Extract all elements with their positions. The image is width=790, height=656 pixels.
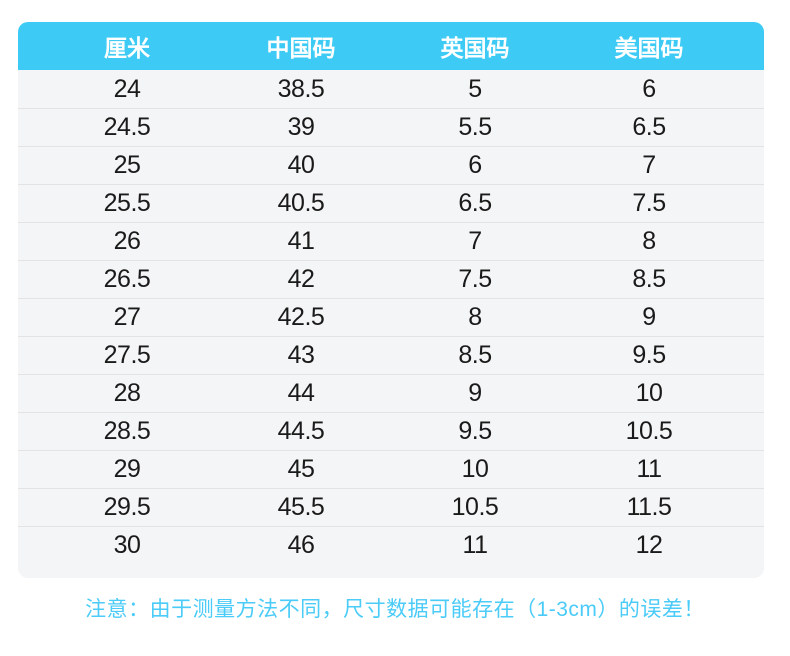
table-cell: 8 (642, 227, 656, 255)
table-cell: 8.5 (632, 265, 666, 293)
table-cell: 24 (113, 74, 141, 103)
table-cell: 7 (468, 227, 482, 255)
table-header-row: 厘米 中国码 英国码 美国码 (18, 22, 764, 70)
table-cell: 28.5 (103, 417, 151, 445)
table-cell: 5 (468, 74, 482, 103)
table-cell: 42 (287, 265, 315, 293)
column-header-china-size: 中国码 (266, 35, 336, 61)
table-row: 29.5 45.5 10.5 11.5 (18, 488, 764, 526)
table-row: 26.5 42 7.5 8.5 (18, 260, 764, 298)
table-cell: 46 (287, 531, 315, 559)
table-cell: 10.5 (625, 417, 673, 445)
table-cell: 7 (642, 151, 656, 179)
table-row: 29 45 10 11 (18, 450, 764, 488)
table-cell: 27.5 (103, 341, 151, 369)
size-note-text: 注意：由于测量方法不同，尺寸数据可能存在（1-3cm）的误差！ (85, 598, 705, 621)
table-cell: 12 (635, 531, 663, 559)
table-cell: 26.5 (103, 265, 151, 293)
table-cell: 5.5 (458, 113, 492, 141)
table-cell: 11 (636, 455, 662, 483)
table-cell: 11.5 (626, 493, 672, 521)
table-row: 24 38.5 5 6 (18, 70, 764, 108)
table-row: 30 46 11 12 (18, 526, 764, 564)
table-row: 25 40 6 7 (18, 146, 764, 184)
table-body: 24 38.5 5 6 24.5 39 5.5 6.5 25 40 6 7 25.5 40.5 6.5 7.5… (18, 70, 764, 564)
table-cell: 9 (642, 303, 656, 331)
table-cell: 9.5 (632, 341, 666, 369)
table-cell: 41 (287, 227, 315, 255)
table-cell: 43 (287, 341, 315, 369)
table-row: 28.5 44.5 9.5 10.5 (18, 412, 764, 450)
size-conversion-table: 厘米 中国码 英国码 美国码 24 38.5 5 6 24.5 39 5.5 6.5 25 40 6… (18, 22, 764, 578)
table-cell: 10 (635, 379, 663, 407)
table-row: 24.5 39 5.5 6.5 (18, 108, 764, 146)
table-row: 26 41 7 8 (18, 222, 764, 260)
table-cell: 26 (113, 227, 141, 255)
table-cell: 25.5 (103, 189, 151, 217)
table-cell: 10 (461, 455, 489, 483)
table-cell: 44 (287, 379, 315, 407)
table-cell: 9 (468, 379, 482, 407)
table-row: 25.5 40.5 6.5 7.5 (18, 184, 764, 222)
column-header-uk-size: 英国码 (440, 35, 510, 61)
table-cell: 30 (113, 531, 141, 559)
table-row: 28 44 9 10 (18, 374, 764, 412)
table-cell: 25 (113, 151, 141, 179)
table-cell: 27 (113, 303, 141, 331)
table-cell: 8.5 (458, 341, 492, 369)
table-cell: 45 (287, 455, 315, 483)
table-cell: 38.5 (277, 74, 325, 103)
table-cell: 44.5 (277, 417, 325, 445)
table-cell: 6 (468, 151, 482, 179)
column-header-cm: 厘米 (104, 35, 150, 61)
table-cell: 11 (462, 531, 488, 559)
table-row: 27.5 43 8.5 9.5 (18, 336, 764, 374)
table-cell: 8 (468, 303, 482, 331)
table-cell: 6.5 (632, 113, 666, 141)
table-cell: 42.5 (277, 303, 325, 331)
table-cell: 45.5 (277, 493, 325, 521)
table-cell: 6 (642, 74, 656, 103)
table-cell: 29 (113, 455, 141, 483)
table-cell: 29.5 (103, 493, 151, 521)
table-cell: 39 (287, 113, 315, 141)
table-cell: 9.5 (458, 417, 492, 445)
table-cell: 24.5 (103, 113, 151, 141)
table-cell: 6.5 (458, 189, 492, 217)
table-cell: 7.5 (632, 189, 666, 217)
table-cell: 28 (113, 379, 141, 407)
table-cell: 7.5 (458, 265, 492, 293)
table-cell: 10.5 (451, 493, 499, 521)
table-cell: 40 (287, 151, 315, 179)
table-cell: 40.5 (277, 189, 325, 217)
table-row: 27 42.5 8 9 (18, 298, 764, 336)
column-header-us-size: 美国码 (614, 35, 684, 61)
